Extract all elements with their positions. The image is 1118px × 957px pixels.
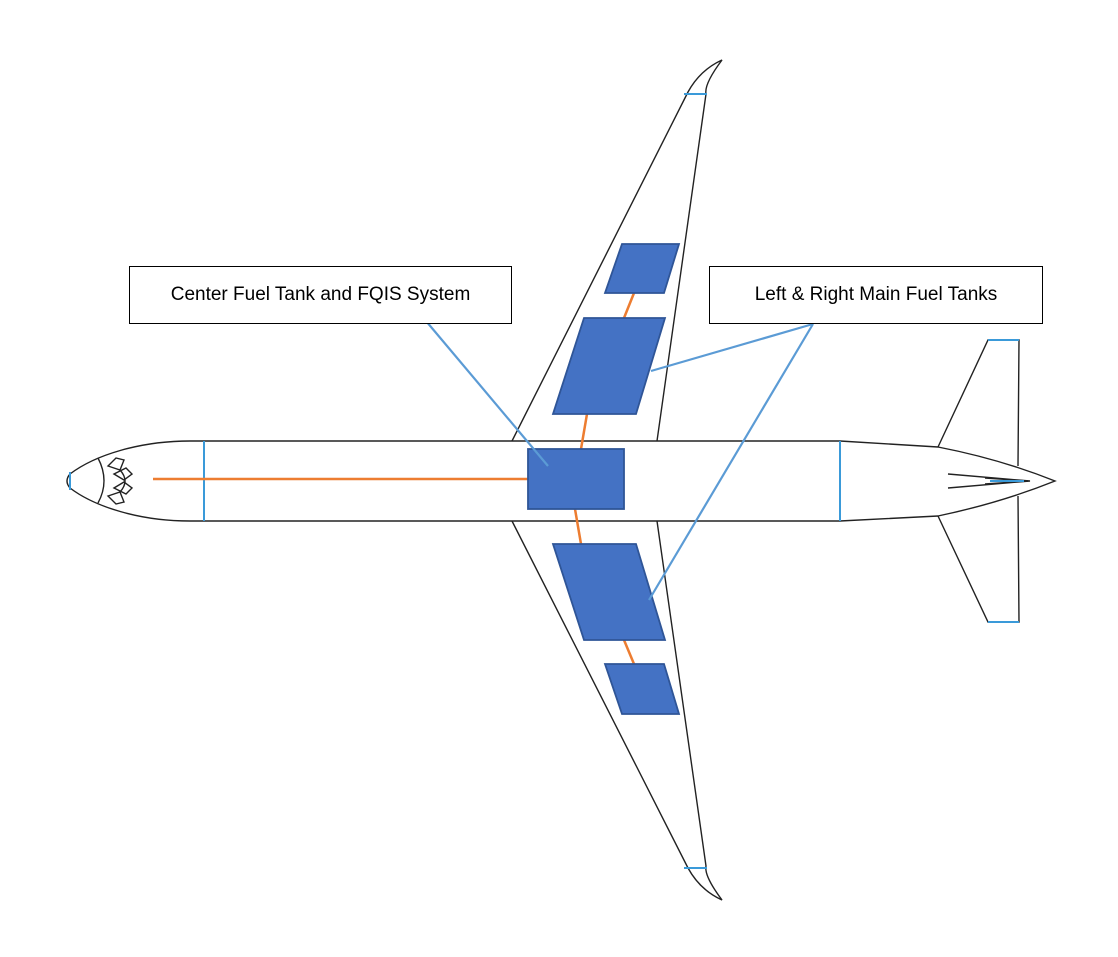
right-outboard-tank-lower xyxy=(603,663,681,715)
lower-stabilizer xyxy=(937,495,1020,623)
lower-wire-1 xyxy=(573,508,583,545)
tail-cone-detail-inner xyxy=(984,477,1029,485)
upper-stabilizer xyxy=(937,339,1020,467)
center-tank-callout: Center Fuel Tank and FQIS System xyxy=(129,266,512,324)
right-main-tank-lower xyxy=(551,543,667,641)
main-tank-leader-lower xyxy=(648,323,814,601)
main-tanks-label: Left & Right Main Fuel Tanks xyxy=(754,284,998,305)
upper-wing xyxy=(511,59,723,442)
tail-cone-detail xyxy=(947,473,1031,489)
upper-wire-2 xyxy=(622,292,636,319)
main-tank-leader-upper xyxy=(650,322,814,373)
leader-lines xyxy=(425,320,814,601)
fqis-wiring xyxy=(153,292,636,665)
fuel-tanks xyxy=(527,243,681,715)
station-markers xyxy=(69,93,1024,869)
cockpit-windows xyxy=(97,457,134,505)
center-tank-leader xyxy=(425,320,549,467)
lower-wire-2 xyxy=(622,639,636,665)
lower-wing xyxy=(511,520,723,901)
left-main-tank-upper xyxy=(551,317,667,415)
upper-wire-1 xyxy=(579,413,589,450)
main-tanks-callout: Left & Right Main Fuel Tanks xyxy=(709,266,1043,324)
center-tank-label: Center Fuel Tank and FQIS System xyxy=(170,284,471,305)
left-outboard-tank-upper xyxy=(603,243,681,294)
center-fuel-tank xyxy=(527,448,625,510)
